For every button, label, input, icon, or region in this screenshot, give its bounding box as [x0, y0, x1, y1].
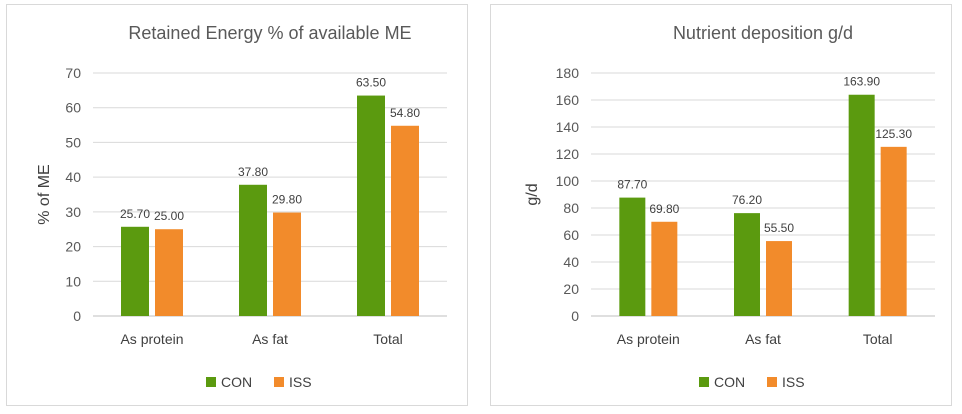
chart-title: Retained Energy % of available ME: [128, 23, 411, 43]
data-label: 25.00: [154, 209, 184, 223]
bar-con: [357, 95, 385, 316]
bar-iss: [155, 229, 183, 316]
x-category-label: As fat: [745, 331, 781, 347]
y-axis-label: % of ME: [36, 164, 53, 224]
y-tick-label: 80: [563, 200, 579, 216]
x-category-label: As protein: [120, 331, 183, 347]
legend-swatch-iss: [274, 377, 284, 387]
chart-retained-energy: Retained Energy % of available ME 0 10 20 30…: [36, 23, 447, 390]
x-category-label: Total: [863, 331, 893, 347]
data-label: 63.50: [356, 76, 386, 90]
y-tick-label: 30: [65, 204, 81, 220]
legend-swatch-con: [699, 377, 709, 387]
x-category-label: As protein: [617, 331, 680, 347]
bar-iss: [391, 125, 419, 316]
y-tick-label: 40: [563, 254, 579, 270]
y-tick-label: 70: [65, 65, 81, 81]
bar-con: [239, 184, 267, 316]
y-tick-label: 100: [556, 173, 580, 189]
bar-con: [619, 197, 646, 316]
data-label: 54.80: [390, 106, 420, 120]
legend-label-con: CON: [221, 374, 252, 390]
data-label: 37.80: [238, 165, 268, 179]
data-label: 125.30: [875, 127, 912, 141]
y-tick-label: 50: [65, 134, 81, 150]
chart-title: Nutrient deposition g/d: [673, 23, 853, 43]
y-tick-label: 60: [65, 100, 81, 116]
data-label: 69.80: [649, 202, 679, 216]
y-axis-label: g/d: [524, 183, 541, 205]
y-tick-label: 40: [65, 169, 81, 185]
data-label: 55.50: [764, 221, 794, 235]
legend-swatch-iss: [767, 377, 777, 387]
bar-iss: [880, 146, 907, 316]
y-tick-label: 180: [556, 65, 580, 81]
data-label: 163.90: [843, 75, 880, 89]
chart-nutrient-deposition: Nutrient deposition g/d 0 20 40 60 80 100 120 14…: [524, 23, 935, 390]
x-category-label: Total: [373, 331, 403, 347]
bar-con: [121, 226, 149, 316]
data-label: 87.70: [617, 178, 647, 192]
x-category-label: As fat: [252, 331, 288, 347]
bar-con: [734, 213, 760, 316]
legend-label-con: CON: [714, 374, 745, 390]
data-label: 25.70: [120, 207, 150, 221]
y-tick-label: 10: [65, 273, 81, 289]
y-tick-label: 0: [73, 308, 81, 324]
bar-iss: [766, 241, 792, 316]
data-label: 29.80: [272, 193, 302, 207]
bar-iss: [273, 212, 301, 316]
chart-panel-retained-energy: Retained Energy % of available ME 0 10 20 30…: [6, 4, 468, 406]
y-tick-label: 20: [563, 281, 579, 297]
y-tick-label: 20: [65, 239, 81, 255]
legend-swatch-con: [206, 377, 216, 387]
y-tick-label: 160: [556, 92, 580, 108]
bar-con: [848, 94, 875, 316]
data-label: 76.20: [732, 193, 762, 207]
y-tick-label: 120: [556, 146, 580, 162]
y-tick-label: 60: [563, 227, 579, 243]
chart-panel-nutrient-deposition: Nutrient deposition g/d 0 20 40 60 80 100 120 14…: [490, 4, 952, 406]
legend-label-iss: ISS: [782, 374, 805, 390]
y-tick-label: 140: [556, 119, 580, 135]
legend-label-iss: ISS: [289, 374, 312, 390]
bar-iss: [651, 221, 678, 316]
y-tick-label: 0: [571, 308, 579, 324]
